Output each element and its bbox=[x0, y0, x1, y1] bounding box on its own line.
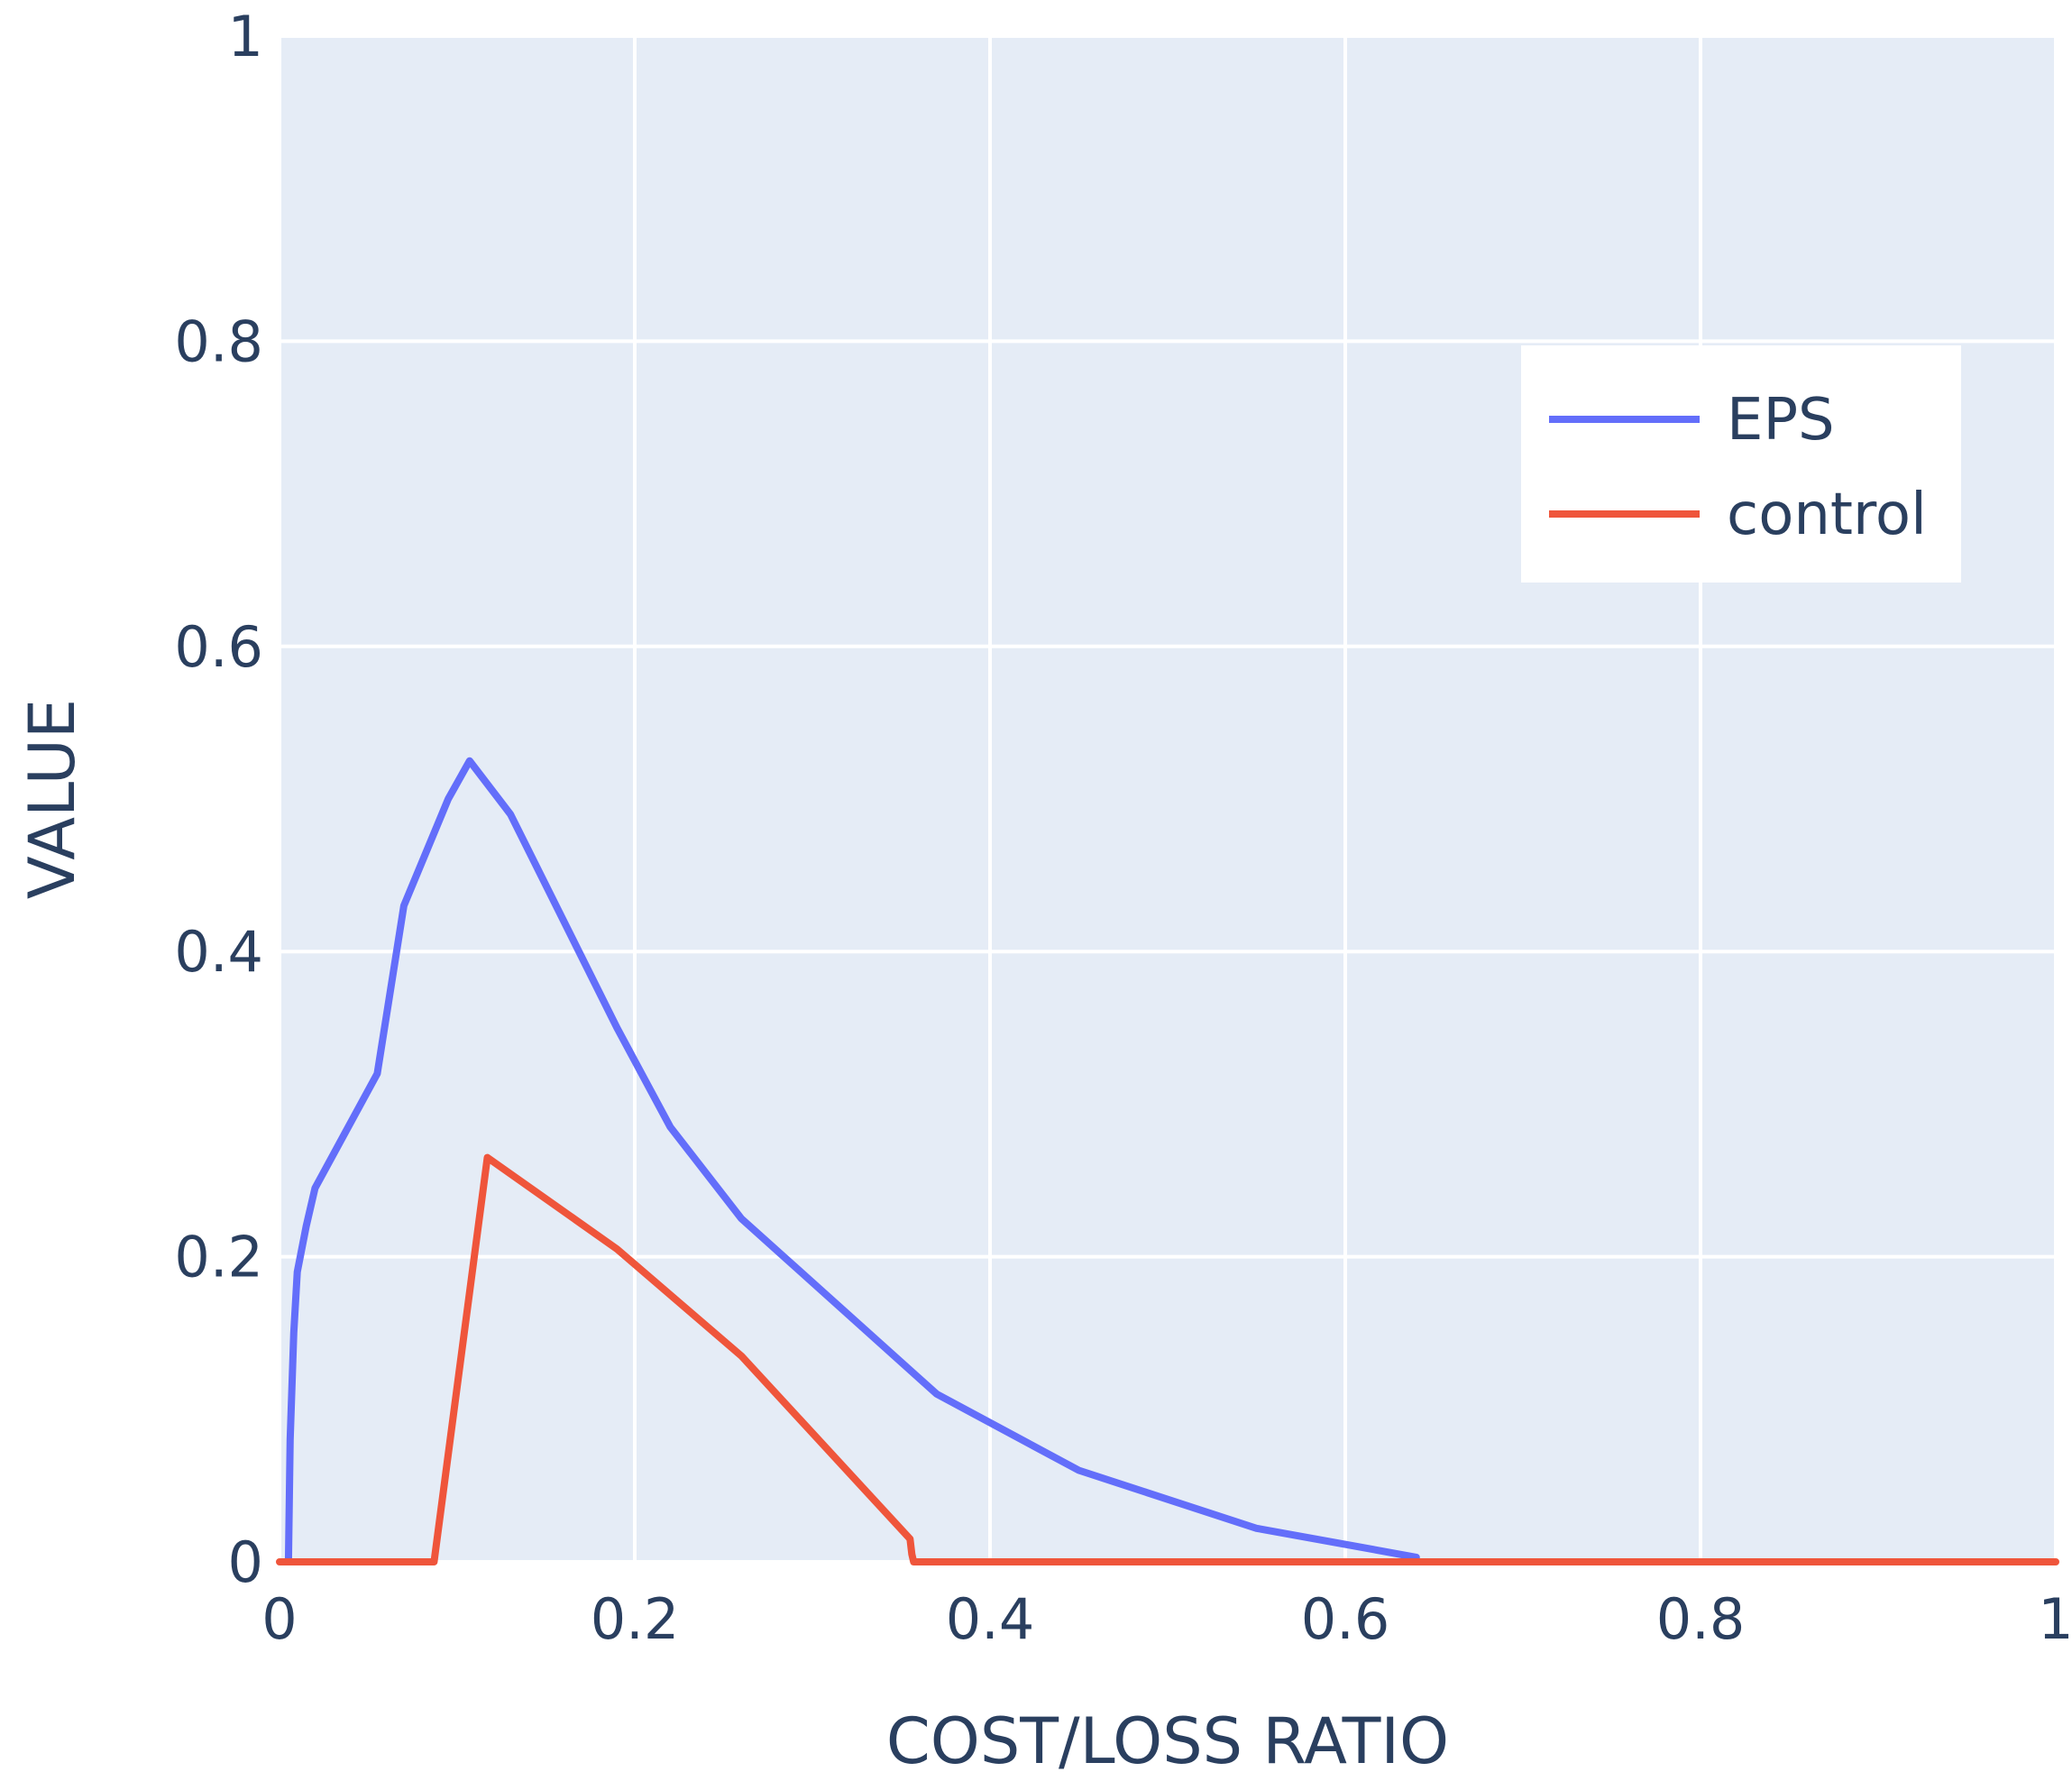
y-tick-label: 1 bbox=[228, 4, 263, 69]
grid-lines bbox=[278, 34, 2058, 1564]
x-tick-label: 0 bbox=[261, 1586, 297, 1652]
x-tick-label: 0.6 bbox=[1301, 1586, 1390, 1652]
x-tick-label: 1 bbox=[2038, 1586, 2072, 1652]
y-tick-label: 0 bbox=[228, 1529, 263, 1595]
x-tick-label: 0.8 bbox=[1656, 1586, 1746, 1652]
y-axis-title: VALUE bbox=[15, 699, 89, 899]
y-tick-label: 0.2 bbox=[174, 1225, 263, 1290]
legend-box bbox=[1521, 345, 1961, 583]
y-tick-label: 0.8 bbox=[174, 308, 263, 374]
legend-label-eps: EPS bbox=[1727, 387, 1835, 454]
series-layer bbox=[276, 757, 2059, 1565]
legend: EPS control bbox=[1521, 345, 1961, 583]
x-tick-label: 0.4 bbox=[946, 1586, 1035, 1652]
x-axis-title: COST/LOSS RATIO bbox=[886, 1704, 1449, 1778]
series-line-control bbox=[276, 1153, 2059, 1565]
x-axis-ticks: 0 0.2 0.4 0.6 0.8 1 bbox=[261, 1586, 2072, 1652]
x-tick-label: 0.2 bbox=[591, 1586, 680, 1652]
y-tick-label: 0.4 bbox=[174, 919, 263, 985]
series-line-eps bbox=[284, 757, 1420, 1565]
legend-label-control: control bbox=[1727, 482, 1927, 548]
y-tick-label: 0.6 bbox=[174, 614, 263, 680]
y-axis-ticks: 0 0.2 0.4 0.6 0.8 1 bbox=[174, 4, 263, 1595]
plot-background bbox=[280, 36, 2056, 1562]
